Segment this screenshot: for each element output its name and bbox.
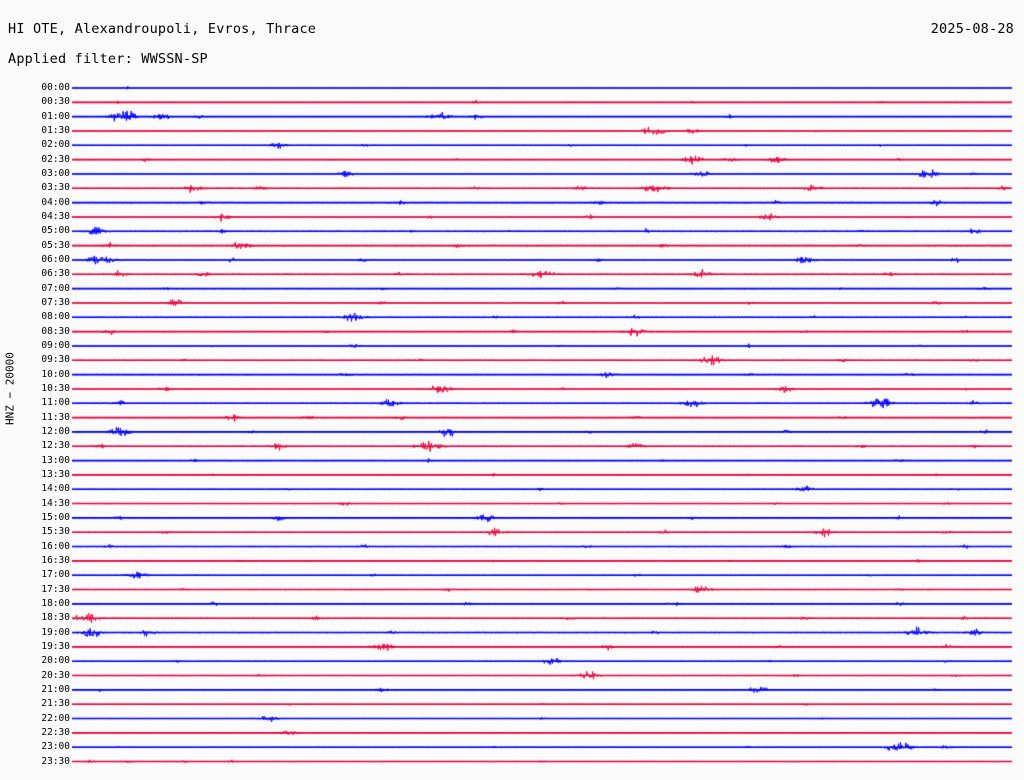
time-tick-label: 09:30	[41, 354, 70, 366]
time-tick-label: 06:00	[41, 253, 70, 265]
time-tick-label: 04:00	[41, 196, 70, 208]
time-tick-label: 12:00	[41, 425, 70, 437]
time-tick-label: 15:00	[41, 511, 70, 523]
page-title: HI OTE, Alexandroupoli, Evros, Thrace	[8, 21, 317, 37]
time-tick-label: 17:00	[41, 569, 70, 581]
time-tick-label: 01:30	[41, 124, 70, 136]
time-tick-label: 00:30	[41, 96, 70, 108]
time-tick-label: 21:30	[41, 698, 70, 710]
time-tick-label: 11:30	[41, 411, 70, 423]
time-tick-label: 11:00	[41, 397, 70, 409]
time-tick-label: 02:00	[41, 139, 70, 151]
time-tick-label: 08:30	[41, 325, 70, 337]
time-tick-label: 18:00	[41, 597, 70, 609]
time-tick-label: 18:30	[41, 612, 70, 624]
time-tick-label: 22:00	[41, 712, 70, 724]
time-tick-label: 21:00	[41, 683, 70, 695]
time-tick-label: 14:00	[41, 483, 70, 495]
time-tick-label: 23:30	[41, 755, 70, 767]
time-tick-label: 03:30	[41, 182, 70, 194]
time-tick-label: 17:30	[41, 583, 70, 595]
time-tick-label: 06:30	[41, 268, 70, 280]
applied-filter-label: Applied filter: WWSSN-SP	[8, 51, 208, 67]
time-tick-label: 07:00	[41, 282, 70, 294]
time-tick-label: 03:00	[41, 167, 70, 179]
time-tick-label: 16:30	[41, 554, 70, 566]
helicorder-plot: 00:00 00:30 01:00 01:30 02:00 02:30 03:00 03:30…	[0, 78, 1024, 778]
time-tick-label: 13:30	[41, 468, 70, 480]
time-tick-label: 23:00	[41, 741, 70, 753]
time-tick-label: 22:30	[41, 726, 70, 738]
time-tick-label: 19:00	[41, 626, 70, 638]
time-tick-label: 14:30	[41, 497, 70, 509]
time-tick-label: 12:30	[41, 440, 70, 452]
time-tick-label: 09:00	[41, 339, 70, 351]
time-tick-label: 10:30	[41, 382, 70, 394]
time-tick-label: 07:30	[41, 296, 70, 308]
time-tick-label: 13:00	[41, 454, 70, 466]
time-tick-label: 05:30	[41, 239, 70, 251]
time-tick-label: 10:00	[41, 368, 70, 380]
time-tick-label: 19:30	[41, 640, 70, 652]
seismogram-traces	[0, 78, 1024, 778]
time-tick-label: 15:30	[41, 526, 70, 538]
record-date: 2025-08-28	[930, 21, 1014, 37]
time-tick-label: 02:30	[41, 153, 70, 165]
time-tick-label: 05:00	[41, 225, 70, 237]
time-tick-label: 00:00	[41, 82, 70, 93]
time-tick-label: 20:30	[41, 669, 70, 681]
time-tick-label: 16:00	[41, 540, 70, 552]
time-tick-label: 20:00	[41, 655, 70, 667]
time-tick-label: 08:00	[41, 311, 70, 323]
time-tick-label: 04:30	[41, 210, 70, 222]
time-tick-label: 01:00	[41, 110, 70, 122]
